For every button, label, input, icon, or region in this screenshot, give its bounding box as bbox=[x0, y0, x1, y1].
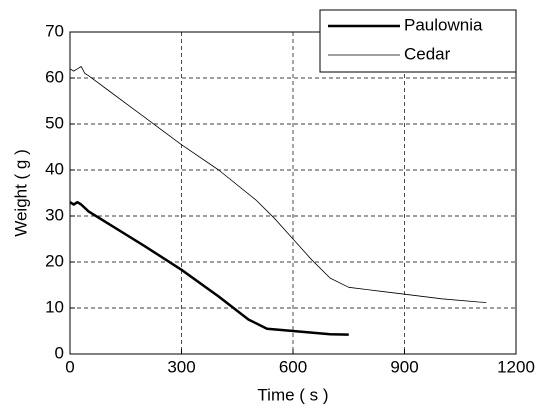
y-tick-label: 10 bbox=[45, 297, 64, 316]
y-axis-label: Weight ( g ) bbox=[11, 149, 30, 237]
y-tick-label: 0 bbox=[55, 343, 64, 362]
data-line bbox=[69, 200, 349, 336]
legend-box bbox=[319, 9, 517, 73]
y-tick-label: 20 bbox=[45, 251, 64, 270]
plot-frame bbox=[69, 31, 517, 355]
legend-label: Cedar bbox=[404, 44, 451, 63]
x-tick-label: 900 bbox=[390, 357, 418, 376]
data-line bbox=[69, 66, 487, 303]
y-tick-label: 70 bbox=[45, 21, 64, 40]
x-tick-label: 600 bbox=[279, 357, 307, 376]
y-tick-label: 50 bbox=[45, 113, 64, 132]
legend-label: Paulownia bbox=[404, 15, 483, 34]
x-axis-label: Time ( s ) bbox=[257, 385, 328, 404]
x-tick-label: 1200 bbox=[497, 357, 535, 376]
y-tick-label: 30 bbox=[45, 205, 64, 224]
x-tick-label: 0 bbox=[65, 357, 74, 376]
y-tick-label: 40 bbox=[45, 159, 64, 178]
y-tick-label: 60 bbox=[45, 67, 64, 86]
x-tick-label: 300 bbox=[167, 357, 195, 376]
